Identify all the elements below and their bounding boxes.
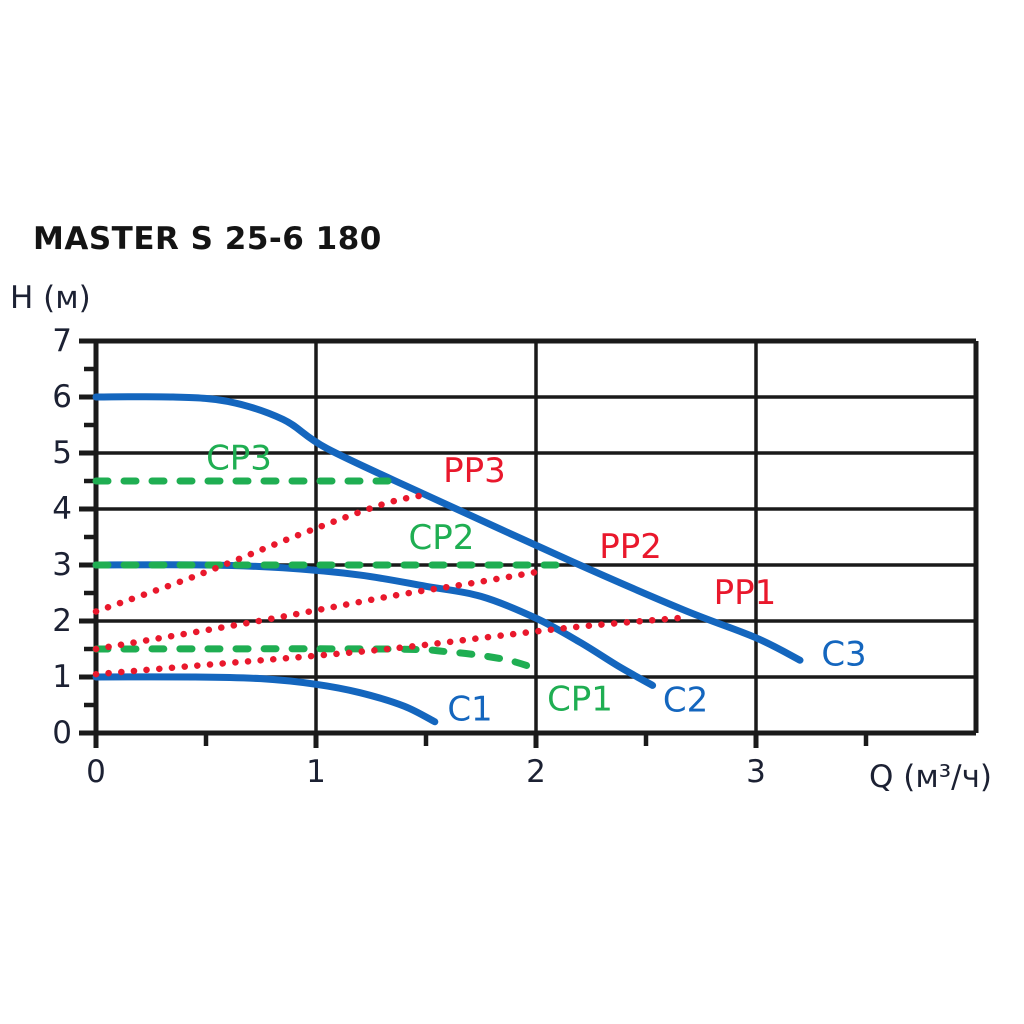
y-tick-label-7: 7: [52, 323, 72, 359]
curve-label-PP2: PP2: [599, 527, 662, 567]
curves-layer: [92, 393, 804, 726]
curve-label-C3: C3: [821, 635, 866, 675]
curve-C3: [92, 393, 804, 664]
curve-label-CP3: CP3: [206, 439, 272, 479]
curve-label-PP1: PP1: [714, 573, 777, 613]
page-title: MASTER S 25-6 180: [33, 221, 382, 257]
curve-label-C2: C2: [663, 681, 708, 721]
curve-PP3: [92, 491, 428, 615]
curve-PP2: [92, 567, 549, 653]
curve-labels-layer: C1 C2 C3 CP1 CP2 CP3 PP1 PP2 PP3: [206, 439, 867, 730]
curve-label-PP3: PP3: [443, 451, 506, 491]
x-tick-label-0: 0: [86, 754, 106, 790]
x-axis-label: Q (м³/ч): [869, 759, 992, 795]
curve-label-CP2: CP2: [408, 518, 474, 558]
y-tick-label-3: 3: [52, 547, 72, 583]
tick-labels-layer: 0 1 2 3 4 5 6 7 0 1 2 3: [52, 323, 766, 790]
x-tick-label-2: 2: [526, 754, 546, 790]
curve-label-C1: C1: [447, 689, 492, 729]
curve-PP1: [92, 614, 687, 678]
y-tick-label-4: 4: [52, 491, 72, 527]
y-tick-label-1: 1: [52, 659, 72, 695]
curve-label-CP1: CP1: [547, 679, 613, 719]
x-tick-label-3: 3: [746, 754, 766, 790]
y-tick-label-5: 5: [52, 435, 72, 471]
curve-C1: [92, 673, 439, 726]
y-tick-label-6: 6: [52, 379, 72, 415]
y-tick-label-0: 0: [52, 715, 72, 751]
curve-CP1: [92, 645, 540, 673]
x-tick-label-1: 1: [306, 754, 326, 790]
y-tick-label-2: 2: [52, 603, 72, 639]
y-axis-label: H (м): [10, 280, 91, 316]
